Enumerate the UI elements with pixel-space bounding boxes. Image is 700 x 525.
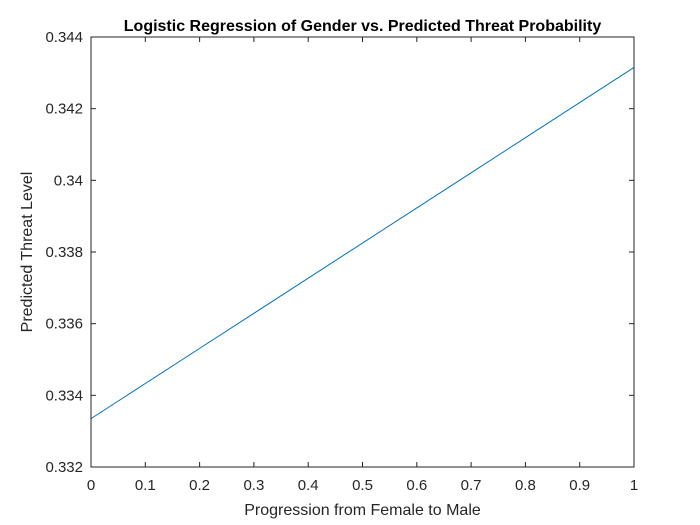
x-tick-label: 0.7 [461, 477, 482, 494]
y-tick-label: 0.334 [45, 387, 83, 404]
x-tick-label: 0 [87, 477, 95, 494]
x-axis-label: Progression from Female to Male [244, 502, 481, 519]
x-tick-label: 0.2 [189, 477, 210, 494]
y-tick-label: 0.342 [45, 101, 83, 118]
series-line [90, 67, 635, 420]
plot-area [91, 37, 634, 467]
y-tick-label: 0.336 [45, 316, 83, 333]
x-tick-label: 0.3 [243, 477, 264, 494]
y-tick-label: 0.332 [45, 459, 83, 476]
x-tick-label: 0.1 [135, 477, 156, 494]
y-axis-label: Predicted Threat Level [19, 172, 36, 333]
x-tick-label: 0.5 [352, 477, 373, 494]
x-tick-label: 0.4 [298, 477, 319, 494]
x-axis-ticks: 0 0.1 0.2 0.3 0.4 0.5 0.6 0.7 0.8 0.9 1 [87, 37, 638, 494]
y-axis-ticks: 0.332 0.334 0.336 0.338 0.34 0.342 0.344 [45, 29, 634, 476]
y-tick-label: 0.34 [54, 172, 83, 189]
x-tick-label: 0.6 [406, 477, 427, 494]
axes-box [90, 36, 635, 468]
y-tick-label: 0.338 [45, 244, 83, 261]
x-tick-label: 0.9 [569, 477, 590, 494]
x-tick-label: 0.8 [515, 477, 536, 494]
series-layer [90, 67, 635, 420]
y-tick-label: 0.344 [45, 29, 83, 46]
x-tick-label: 1 [630, 477, 638, 494]
chart-title: Logistic Regression of Gender vs. Predic… [124, 18, 602, 35]
